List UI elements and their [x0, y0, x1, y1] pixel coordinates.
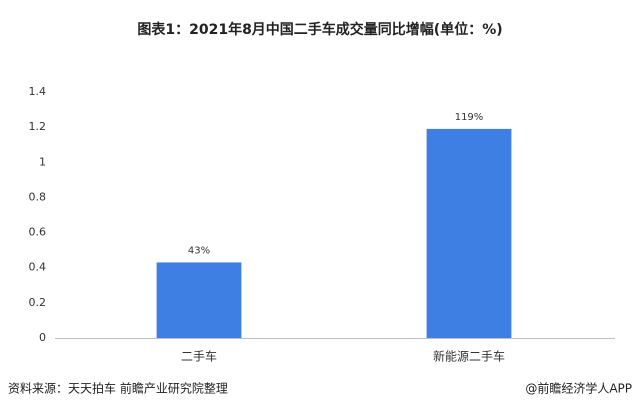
- y-tick-label: 0.2: [29, 296, 47, 309]
- x-tick-label: 二手车: [181, 349, 217, 364]
- value-label: 119%: [455, 112, 484, 123]
- x-tick-label: 新能源二手车: [433, 349, 505, 364]
- value-label: 43%: [188, 245, 210, 256]
- y-tick-label: 0: [39, 331, 46, 344]
- source-note: 资料来源：天天拍车 前瞻产业研究院整理: [8, 381, 228, 396]
- credit: @前瞻经济学人APP: [525, 381, 632, 396]
- chart-title: 图表1：2021年8月中国二手车成交量同比增幅(单位：%): [137, 21, 502, 38]
- bar: [156, 262, 242, 338]
- y-tick-label: 0.8: [29, 190, 47, 203]
- y-tick-label: 0.4: [29, 261, 47, 274]
- y-tick-label: 1.4: [29, 85, 47, 98]
- y-tick-label: 1.2: [29, 120, 47, 133]
- bar: [426, 128, 512, 338]
- y-tick-label: 1: [39, 155, 46, 168]
- y-tick-label: 0.6: [29, 226, 47, 239]
